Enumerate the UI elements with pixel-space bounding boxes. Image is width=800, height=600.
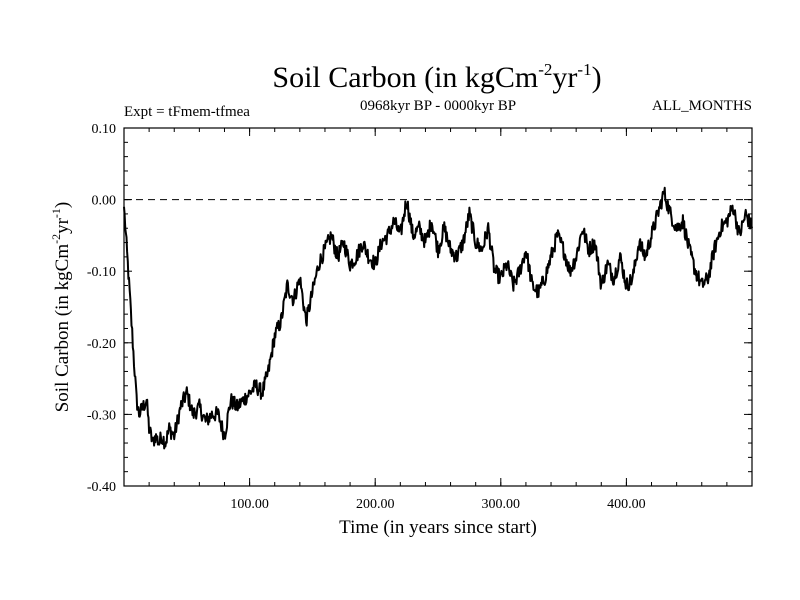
chart-title-exponent-2: -1 <box>577 60 591 79</box>
y-axis-title-exponent-1: -2 <box>49 234 63 244</box>
subtitle-left: Expt = tFmem-tfmea <box>124 104 250 120</box>
y-tick-label: -0.30 <box>87 408 116 423</box>
chart-title: Soil Carbon (in kgCm-2yr-1) <box>272 60 601 94</box>
x-tick-label: 300.00 <box>482 497 521 512</box>
y-axis-title-unit: yr <box>52 217 73 234</box>
x-axis-title: Time (in years since start) <box>339 517 537 538</box>
subtitle-center: 0968kyr BP - 0000kyr BP <box>360 98 516 114</box>
y-tick-label: -0.20 <box>87 337 116 352</box>
plot-frame <box>123 127 753 487</box>
y-tick-label: 0.10 <box>92 122 117 137</box>
chart-title-main: Soil Carbon (in kgCm <box>272 61 538 94</box>
y-tick-label: 0.00 <box>92 194 117 209</box>
y-tick-label: -0.10 <box>87 265 116 280</box>
x-tick-label: 200.00 <box>356 497 395 512</box>
y-axis-title-main: Soil Carbon (in kgCm <box>52 244 73 413</box>
x-tick-label: 100.00 <box>230 497 269 512</box>
x-axis: 100.00 200.00 300.00 400.00 <box>123 128 753 512</box>
series-line-soil-carbon <box>123 186 753 450</box>
chart-title-close: ) <box>592 61 602 94</box>
y-axis-title: Soil Carbon (in kgCm-2yr-1) <box>49 202 73 413</box>
y-axis-title-close: ) <box>52 202 73 208</box>
chart-title-exponent-1: -2 <box>538 60 552 79</box>
y-tick-label: -0.40 <box>87 480 116 495</box>
y-axis: -0.40 -0.30 -0.20 -0.10 0.00 0.10 <box>87 122 752 495</box>
subtitle-right: ALL_MONTHS <box>652 98 752 114</box>
x-tick-label: 400.00 <box>607 497 646 512</box>
y-axis-title-exponent-2: -1 <box>49 208 63 218</box>
chart-title-unit: yr <box>552 61 577 94</box>
